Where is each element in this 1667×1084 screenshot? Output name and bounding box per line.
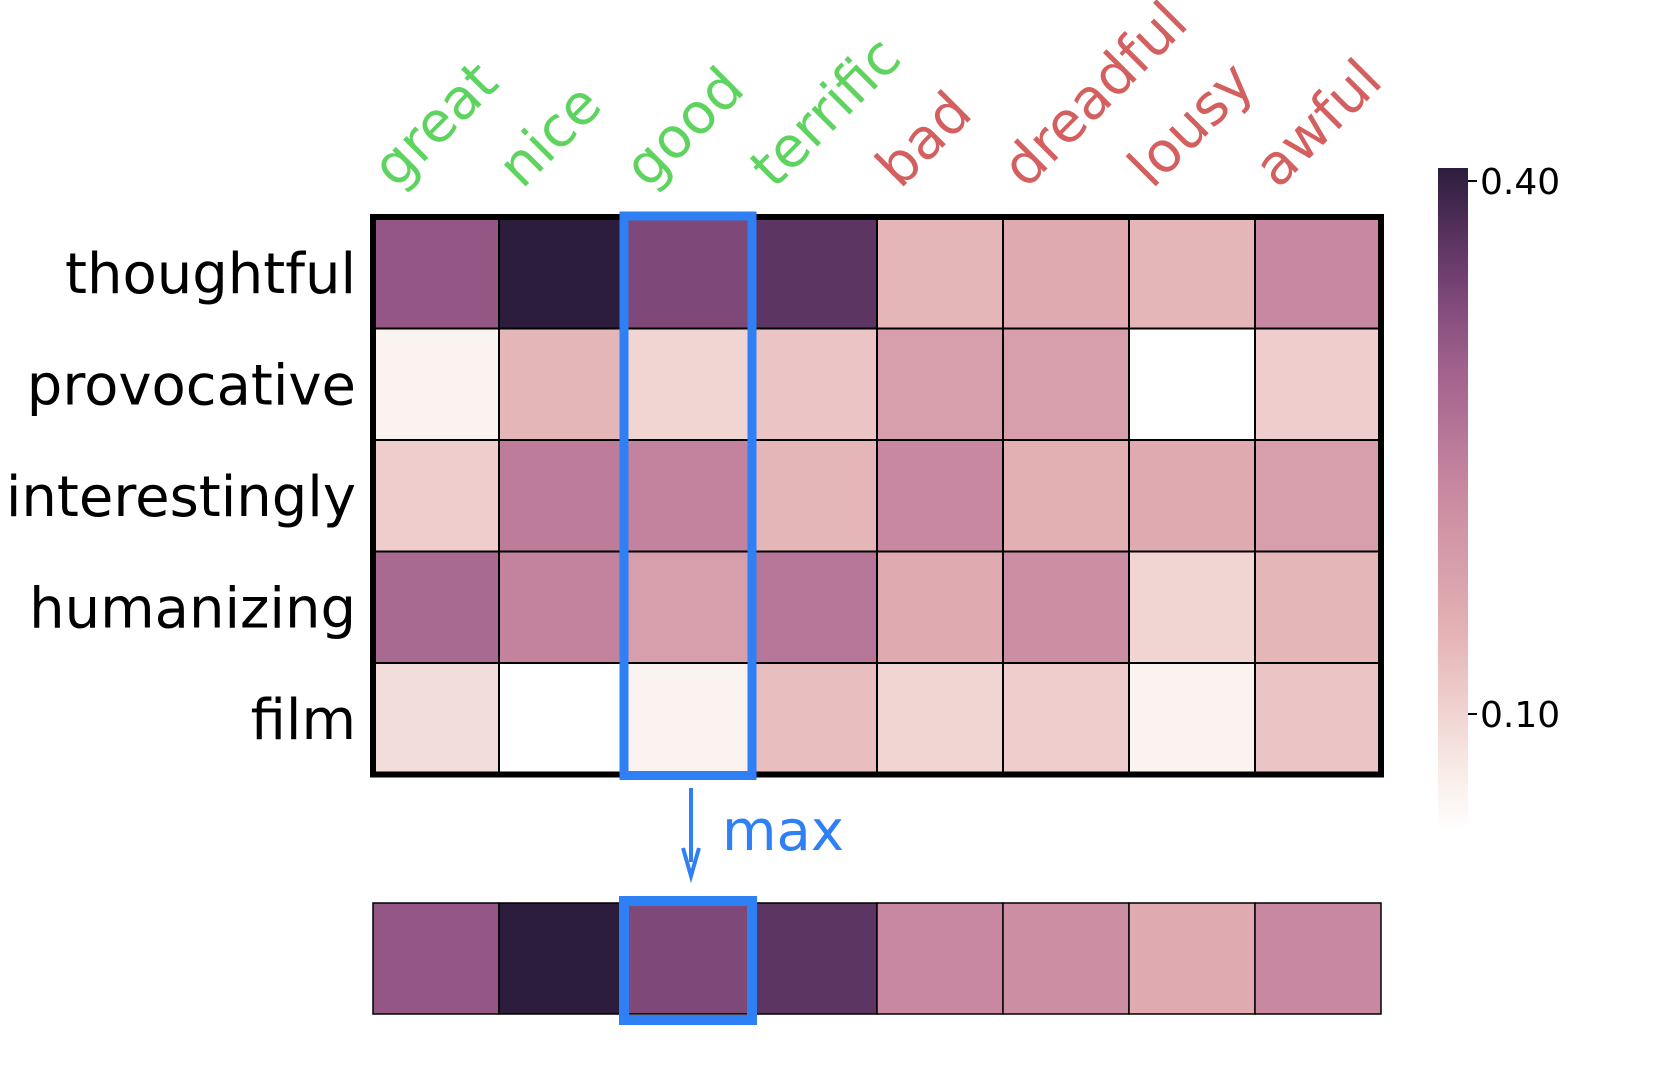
- cell-thoughtful-good: [624, 216, 752, 330]
- cell-interestingly-bad: [876, 439, 1004, 553]
- cell-humanizing-lousy: [1128, 550, 1256, 664]
- cell-humanizing-good: [624, 550, 752, 664]
- max-arrow: [681, 788, 701, 884]
- cell-film-lousy: [1128, 662, 1256, 776]
- cell-film-awful: [1254, 662, 1382, 776]
- cell-film-terrific: [750, 662, 878, 776]
- cell-thoughtful-bad: [876, 216, 1004, 330]
- max-cell-good: [624, 902, 752, 1015]
- colorbar: 0.40 0.10: [1438, 162, 1560, 830]
- cell-film-nice: [498, 662, 626, 776]
- column-label-awful: awful: [1242, 47, 1395, 200]
- row-label-humanizing: humanizing: [29, 576, 356, 641]
- row-labels: thoughtful provocative interestingly humani…: [6, 242, 356, 753]
- max-cell-awful: [1254, 902, 1382, 1015]
- cell-film-dreadful: [1002, 662, 1130, 776]
- cell-film-bad: [876, 662, 1004, 776]
- cell-humanizing-great: [372, 550, 500, 664]
- colorbar-bar: [1438, 168, 1468, 830]
- cell-interestingly-awful: [1254, 439, 1382, 553]
- cell-interestingly-dreadful: [1002, 439, 1130, 553]
- cell-interestingly-lousy: [1128, 439, 1256, 553]
- heatmap-frame: [370, 214, 1384, 778]
- cell-provocative-great: [372, 327, 500, 441]
- max-cell-bad: [876, 902, 1004, 1015]
- cell-provocative-dreadful: [1002, 327, 1130, 441]
- max-cell-terrific: [750, 902, 878, 1015]
- highlight-column-box: [619, 211, 757, 780]
- aggregation-label: max: [722, 799, 844, 864]
- cell-provocative-terrific: [750, 327, 878, 441]
- cell-humanizing-awful: [1254, 550, 1382, 664]
- row-label-thoughtful: thoughtful: [65, 242, 356, 307]
- max-cell-nice: [498, 902, 626, 1015]
- cell-thoughtful-dreadful: [1002, 216, 1130, 330]
- colorbar-tick-label-0.10: 0.10: [1480, 695, 1560, 736]
- arrow-head: [681, 847, 701, 884]
- cell-thoughtful-awful: [1254, 216, 1382, 330]
- column-label-great: great: [360, 49, 511, 200]
- row-label-film: film: [251, 688, 356, 753]
- max-cell-lousy: [1128, 902, 1256, 1015]
- cell-interestingly-great: [372, 439, 500, 553]
- cell-film-great: [372, 662, 500, 776]
- colorbar-tick-label-0.40: 0.40: [1480, 162, 1560, 203]
- cell-provocative-awful: [1254, 327, 1382, 441]
- max-cell-great: [372, 902, 500, 1015]
- max-row-cells: [372, 902, 1382, 1015]
- column-label-good: good: [612, 55, 757, 200]
- heatmap-cells: [372, 216, 1382, 776]
- cell-interestingly-terrific: [750, 439, 878, 553]
- cell-humanizing-terrific: [750, 550, 878, 664]
- cell-provocative-nice: [498, 327, 626, 441]
- cell-humanizing-nice: [498, 550, 626, 664]
- max-cell-dreadful: [1002, 902, 1130, 1015]
- cell-thoughtful-great: [372, 216, 500, 330]
- row-label-provocative: provocative: [27, 353, 356, 418]
- cell-thoughtful-nice: [498, 216, 626, 330]
- cell-provocative-bad: [876, 327, 1004, 441]
- cell-interestingly-nice: [498, 439, 626, 553]
- cell-thoughtful-lousy: [1128, 216, 1256, 330]
- cell-provocative-good: [624, 327, 752, 441]
- row-label-interestingly: interestingly: [6, 465, 356, 530]
- cell-film-good: [624, 662, 752, 776]
- cell-thoughtful-terrific: [750, 216, 878, 330]
- cell-interestingly-good: [624, 439, 752, 553]
- cell-provocative-lousy: [1128, 327, 1256, 441]
- cell-humanizing-bad: [876, 550, 1004, 664]
- highlight-max-box: [619, 896, 757, 1025]
- cell-humanizing-dreadful: [1002, 550, 1130, 664]
